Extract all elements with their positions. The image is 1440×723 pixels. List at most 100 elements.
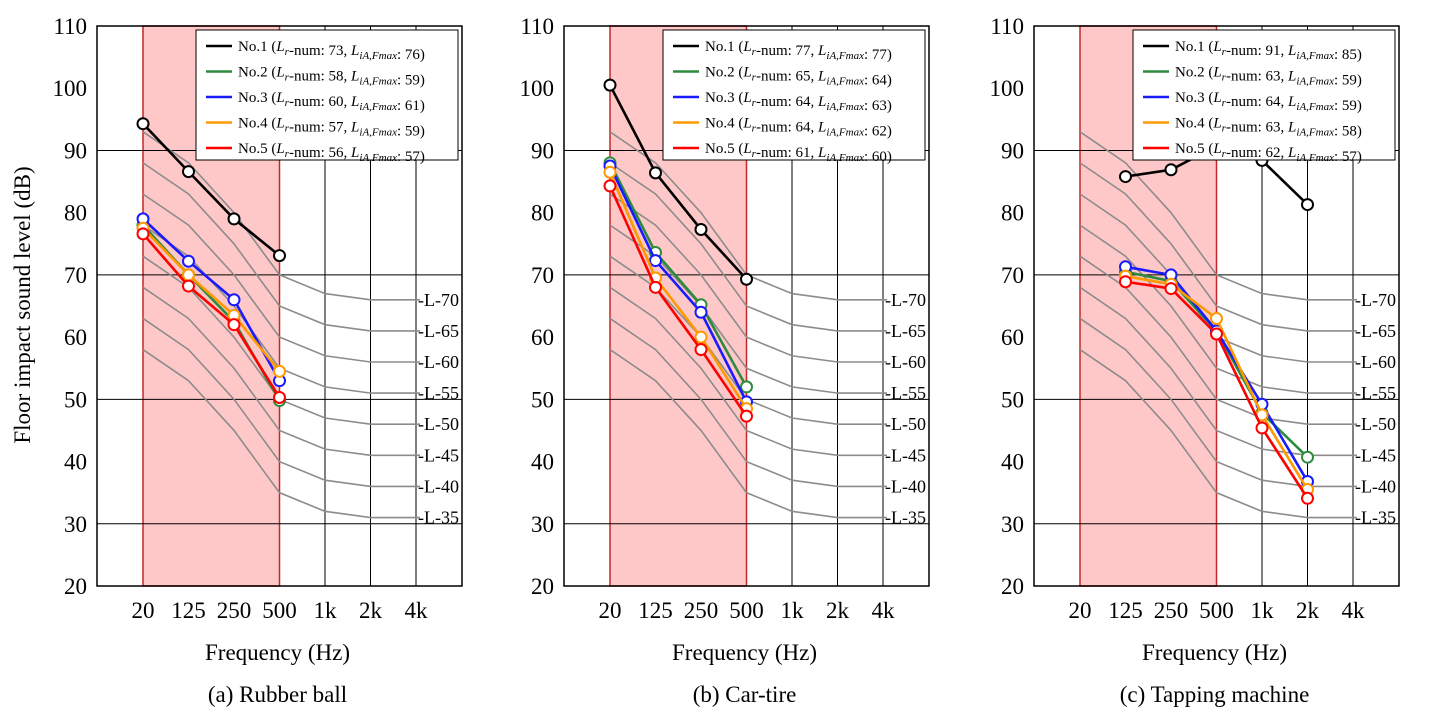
chart-panel-2: -L-70 -L-65 -L-60 -L-55 -L-50 -L-45 -L-40 -L-35…	[520, 14, 930, 707]
series-line-no4	[142, 227, 281, 373]
reference-curve-label: -L-40	[418, 476, 459, 496]
y-tick-label: 20	[1001, 574, 1024, 599]
data-point	[1210, 311, 1223, 325]
data-point	[136, 227, 150, 241]
x-tick-label: 1k	[1251, 598, 1275, 623]
series-line-no1	[142, 122, 281, 257]
x-tick-label: 1k	[314, 598, 338, 623]
data-point	[1164, 163, 1178, 177]
y-tick-label: 100	[990, 76, 1025, 101]
data-point	[182, 279, 195, 293]
reference-curve-label: -L-65	[1355, 321, 1396, 341]
x-axis-label: Frequency (Hz)	[1142, 640, 1287, 665]
legend-box	[662, 29, 926, 161]
reference-curve-label: -L-35	[885, 508, 926, 528]
legend-box	[195, 29, 459, 161]
y-tick-label: 40	[1001, 450, 1024, 475]
panel-caption: (b) Car-tire	[693, 682, 797, 707]
reference-curve-label: -L-45	[418, 445, 459, 465]
reference-curve	[1079, 348, 1357, 519]
chart-panel-3: -L-70 -L-65 -L-60 -L-55 -L-50 -L-45 -L-40 -L-35…	[990, 14, 1400, 707]
reference-curve	[609, 193, 887, 363]
reference-curve-label: -L-35	[418, 508, 459, 528]
reference-curve-label: -L-60	[1355, 352, 1396, 372]
series-line-no4	[608, 171, 748, 410]
reference-curve	[1079, 162, 1357, 332]
x-tick-label: 125	[638, 598, 673, 623]
reference-curve-label: -L-60	[885, 352, 926, 372]
data-point	[694, 343, 708, 357]
reference-curve-label: -L-40	[885, 476, 926, 496]
reference-curve-label: -L-65	[418, 321, 459, 341]
reference-curve-label: -L-60	[418, 352, 459, 372]
reference-curve	[1079, 317, 1357, 488]
reference-curve-label: -L-55	[1355, 383, 1396, 403]
data-point	[649, 254, 662, 268]
x-tick-label: 2k	[359, 598, 383, 623]
data-point	[182, 165, 195, 179]
reference-curve-label: -L-55	[418, 383, 459, 403]
y-tick-label: 70	[531, 263, 554, 288]
x-axis-label: Frequency (Hz)	[672, 640, 817, 665]
data-point	[1301, 198, 1314, 212]
reference-curve	[609, 224, 887, 394]
reference-curve	[609, 286, 887, 457]
x-tick-label: 20	[132, 598, 155, 623]
legend-entry: No.4 (Lr-num: 64, LiA,Fmax: 62)	[705, 116, 892, 140]
y-tick-label: 60	[64, 325, 87, 350]
data-point	[603, 179, 617, 193]
legend-entry: No.1 (Lr-num: 73, LiA,Fmax: 76)	[238, 39, 425, 63]
y-tick-label: 80	[64, 201, 87, 226]
legend-entry: No.2 (Lr-num: 65, LiA,Fmax: 64)	[705, 65, 892, 89]
data-point	[227, 293, 241, 307]
panel-caption: (c) Tapping machine	[1120, 682, 1310, 707]
y-tick-label: 90	[531, 138, 554, 163]
legend-entry: No.5 (Lr-num: 56, LiA,Fmax: 57)	[238, 141, 425, 165]
y-tick-label: 60	[531, 325, 554, 350]
y-tick-label: 50	[531, 387, 554, 412]
chart-panel-1: -L-70 -L-65 -L-60 -L-55 -L-50 -L-45 -L-40 -L-35…	[53, 14, 463, 707]
data-point	[182, 268, 195, 282]
data-point	[1119, 275, 1132, 289]
legend-entry: No.3 (Lr-num: 64, LiA,Fmax: 59)	[1175, 90, 1362, 114]
x-tick-label: 250	[684, 598, 719, 623]
data-point	[740, 380, 753, 394]
data-point	[136, 117, 150, 131]
data-point	[1210, 327, 1223, 341]
x-tick-label: 125	[171, 598, 206, 623]
y-tick-label: 110	[990, 14, 1024, 39]
legend-entry: No.3 (Lr-num: 64, LiA,Fmax: 63)	[705, 90, 892, 114]
data-point	[1164, 282, 1178, 296]
data-point	[694, 330, 708, 344]
data-point	[740, 409, 753, 423]
y-tick-label: 40	[531, 450, 554, 475]
y-tick-label: 30	[1001, 512, 1024, 537]
y-axis-label: Floor impact sound level (dB)	[10, 166, 35, 443]
plot-frame	[96, 25, 463, 587]
x-tick-label: 4k	[872, 598, 896, 623]
y-tick-label: 70	[64, 263, 87, 288]
reference-curve	[609, 162, 887, 332]
x-axis-label: Frequency (Hz)	[205, 640, 350, 665]
legend-entry: No.5 (Lr-num: 62, LiA,Fmax: 57)	[1175, 141, 1362, 165]
y-tick-label: 70	[1001, 263, 1024, 288]
x-tick-label: 1k	[781, 598, 805, 623]
reference-curve	[142, 131, 420, 301]
legend-entry: No.5 (Lr-num: 61, LiA,Fmax: 60)	[705, 141, 892, 165]
y-tick-label: 100	[53, 76, 88, 101]
x-tick-label: 500	[262, 598, 297, 623]
reference-curve-label: -L-65	[885, 321, 926, 341]
panel-caption: (a) Rubber ball	[208, 682, 347, 707]
data-point	[740, 272, 753, 286]
y-tick-label: 20	[531, 574, 554, 599]
data-point	[1255, 421, 1269, 435]
x-tick-label: 4k	[405, 598, 429, 623]
series-line-no3	[142, 217, 281, 382]
y-tick-label: 90	[1001, 138, 1024, 163]
legend-entry: No.1 (Lr-num: 91, LiA,Fmax: 85)	[1175, 39, 1362, 63]
data-point	[603, 78, 617, 92]
reference-curve-label: -L-45	[885, 445, 926, 465]
y-tick-label: 80	[1001, 201, 1024, 226]
y-tick-label: 110	[53, 14, 87, 39]
